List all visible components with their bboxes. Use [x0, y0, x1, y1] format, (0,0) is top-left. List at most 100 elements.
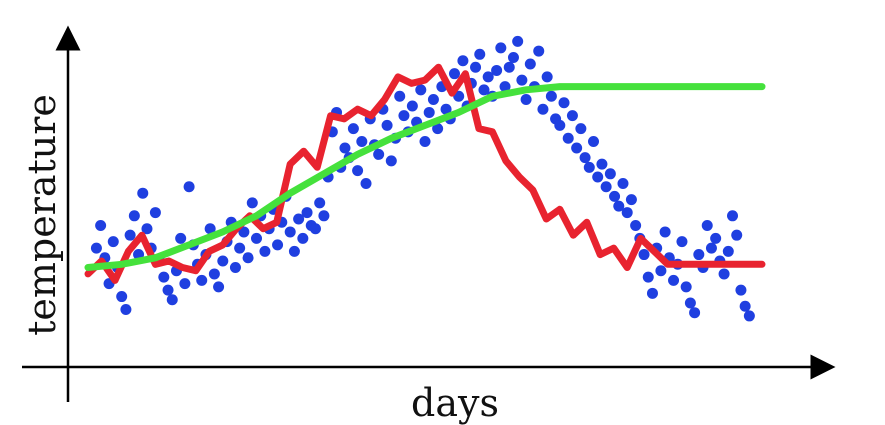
- scatter-point-18: [166, 294, 178, 306]
- scatter-point-114: [571, 142, 583, 154]
- scatter-point-14: [149, 207, 161, 219]
- scatter-point-93: [482, 71, 494, 83]
- scatter-point-146: [705, 242, 717, 254]
- scatter-point-33: [229, 261, 241, 273]
- scatter-point-112: [562, 132, 574, 144]
- scatter-point-154: [739, 300, 751, 312]
- scatter-point-96: [495, 42, 507, 54]
- scatter-point-20: [175, 232, 187, 244]
- scatter-point-142: [689, 307, 701, 319]
- scatter-point-105: [533, 45, 545, 57]
- scatter-point-120: [596, 158, 608, 170]
- scatter-point-86: [453, 90, 465, 102]
- scatter-point-11: [137, 187, 149, 199]
- scatter-point-155: [743, 310, 755, 322]
- scatter-point-77: [415, 84, 427, 96]
- scatter-point-8: [124, 229, 136, 241]
- scatter-point-62: [352, 165, 364, 177]
- scatter-point-30: [217, 255, 229, 267]
- scatter-point-83: [440, 103, 452, 115]
- scatter-point-152: [731, 229, 743, 241]
- scatter-point-36: [242, 252, 254, 264]
- scatter-point-91: [474, 48, 486, 60]
- scatter-point-99: [507, 52, 519, 64]
- scatter-point-116: [579, 152, 591, 164]
- scatter-point-95: [491, 64, 503, 76]
- scatter-point-54: [318, 210, 330, 222]
- scatter-point-28: [208, 268, 220, 280]
- scatter-point-63: [356, 136, 368, 148]
- scatter-point-135: [659, 226, 671, 238]
- scatter-point-73: [398, 110, 410, 122]
- scatter-point-48: [293, 213, 305, 225]
- scatter-point-130: [638, 249, 650, 261]
- scatter-point-0: [90, 242, 102, 254]
- scatter-point-107: [541, 71, 553, 83]
- scatter-point-46: [284, 226, 296, 238]
- scatter-point-64: [360, 178, 372, 189]
- scatter-point-132: [646, 287, 658, 299]
- scatter-point-143: [693, 249, 705, 261]
- scatter-point-118: [588, 136, 599, 148]
- scatter-point-6: [116, 291, 128, 303]
- scatter-point-126: [621, 207, 633, 219]
- scatter-point-151: [727, 210, 739, 222]
- scatter-point-9: [128, 210, 140, 222]
- scatter-point-16: [158, 271, 170, 283]
- scatter-point-123: [609, 190, 621, 202]
- scatter-point-124: [613, 200, 625, 212]
- scatter-point-153: [735, 284, 747, 296]
- scatter-point-52: [309, 223, 321, 235]
- scatter-point-113: [566, 110, 578, 122]
- scatter-points: [90, 35, 755, 322]
- scatter-point-149: [718, 268, 730, 280]
- scatter-point-40: [259, 245, 271, 257]
- scatter-point-97: [499, 81, 511, 93]
- scatter-point-47: [288, 245, 300, 257]
- scatter-point-125: [617, 178, 629, 189]
- scatter-point-69: [381, 119, 393, 131]
- scatter-point-127: [625, 194, 637, 206]
- scatter-point-59: [339, 142, 351, 154]
- scatter-point-90: [470, 61, 482, 73]
- scatter-point-150: [722, 245, 734, 257]
- scatter-point-81: [432, 123, 444, 135]
- scatter-point-131: [642, 271, 654, 283]
- scatter-point-115: [575, 123, 587, 135]
- scatter-point-106: [537, 103, 549, 115]
- scatter-point-22: [183, 181, 195, 193]
- scatter-point-98: [503, 61, 515, 73]
- scatter-point-27: [204, 223, 216, 235]
- scatter-point-61: [347, 123, 359, 135]
- scatter-point-140: [680, 281, 692, 293]
- scatter-point-111: [558, 97, 570, 109]
- scatter-point-103: [524, 58, 536, 70]
- scatter-point-85: [448, 68, 460, 80]
- scatter-point-50: [301, 207, 313, 219]
- axes: [22, 25, 836, 402]
- scatter-point-134: [655, 265, 667, 277]
- scatter-point-34: [234, 242, 246, 254]
- scatter-point-117: [583, 161, 595, 173]
- scatter-point-49: [297, 232, 309, 244]
- scatter-point-80: [427, 94, 439, 106]
- scatter-point-139: [676, 236, 688, 248]
- green-moving-average-line: [84, 83, 766, 271]
- scatter-point-147: [710, 232, 722, 244]
- scatter-point-4: [107, 236, 119, 248]
- scatter-point-102: [520, 94, 532, 106]
- scatter-point-101: [516, 74, 528, 86]
- scatter-point-12: [141, 223, 153, 235]
- scatter-point-121: [600, 181, 612, 193]
- scatter-point-35: [238, 226, 250, 238]
- scatter-point-128: [630, 219, 642, 231]
- scatter-point-43: [272, 239, 284, 251]
- scatter-point-7: [120, 303, 132, 315]
- scatter-point-145: [701, 219, 713, 231]
- scatter-point-100: [512, 35, 524, 47]
- scatter-point-37: [246, 197, 258, 209]
- scatter-point-38: [251, 232, 262, 244]
- scatter-point-21: [179, 278, 191, 290]
- scatter-point-108: [545, 90, 557, 102]
- scatter-point-78: [419, 136, 431, 148]
